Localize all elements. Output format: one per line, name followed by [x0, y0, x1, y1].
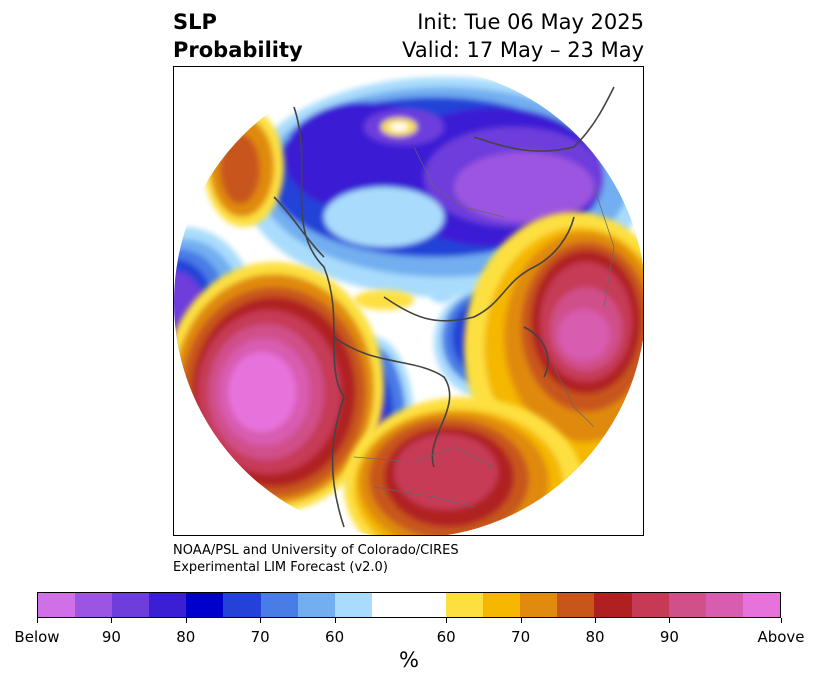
colorbar-swatch — [260, 593, 298, 617]
colorbar-swatch — [334, 593, 372, 617]
colorbar-swatch — [297, 593, 335, 617]
colorbar-tick-mark — [334, 618, 336, 623]
colorbar-swatch — [223, 593, 261, 617]
colorbar-tick-mark — [520, 618, 522, 623]
colorbar-tick-label: 90 — [659, 628, 679, 646]
colorbar-tick-label: 60 — [325, 628, 345, 646]
colorbar-tick-label: 70 — [250, 628, 270, 646]
colorbar-swatch — [408, 593, 447, 617]
colorbar-swatch — [186, 593, 224, 617]
colorbar-swatch — [483, 593, 521, 617]
colorbar-swatch — [371, 593, 409, 617]
colorbar-swatch — [149, 593, 187, 617]
title-right: Init: Tue 06 May 2025 Valid: 17 May – 23… — [402, 8, 644, 64]
colorbar-tick-label: Below — [14, 628, 60, 646]
colorbar-tick-mark — [446, 618, 448, 623]
colorbar-swatch — [520, 593, 558, 617]
colorbar-swatch — [631, 593, 669, 617]
colorbar-tick-label: 80 — [176, 628, 196, 646]
forecast-map — [173, 66, 644, 536]
colorbar-unit: % — [399, 648, 419, 672]
colorbar-tick-mark — [669, 618, 671, 623]
colorbar — [37, 592, 781, 618]
colorbar-swatch — [112, 593, 150, 617]
colorbar-swatch — [668, 593, 706, 617]
colorbar-tick-mark — [111, 618, 113, 623]
probability-field — [174, 67, 643, 535]
credit: NOAA/PSL and University of Colorado/CIRE… — [173, 542, 459, 576]
product-name: Probability — [173, 38, 303, 62]
colorbar-tick-mark — [595, 618, 596, 623]
colorbar-tick-label: 70 — [511, 628, 531, 646]
colorbar-swatch — [446, 593, 484, 617]
colorbar-swatch — [75, 593, 113, 617]
colorbar-tick-mark — [781, 618, 782, 623]
colorbar-swatch — [594, 593, 632, 617]
colorbar-tick-label: 90 — [101, 628, 121, 646]
variable-name: SLP — [173, 10, 217, 34]
colorbar-swatch — [705, 593, 743, 617]
borders — [353, 146, 615, 508]
init-date: Init: Tue 06 May 2025 — [417, 10, 644, 34]
coastlines — [273, 86, 615, 528]
colorbar-swatch — [742, 593, 780, 617]
colorbar-tick-label: 80 — [585, 628, 605, 646]
colorbar-tick-mark — [37, 618, 38, 623]
shaded-probability — [174, 67, 643, 535]
colorbar-tick-label: Above — [757, 628, 805, 646]
colorbar-swatch — [38, 593, 76, 617]
credit-line-2: Experimental LIM Forecast (v2.0) — [173, 560, 388, 575]
colorbar-tick-mark — [260, 618, 262, 623]
colorbar-tick-mark — [185, 618, 187, 623]
valid-range: Valid: 17 May – 23 May — [402, 38, 644, 62]
credit-line-1: NOAA/PSL and University of Colorado/CIRE… — [173, 543, 459, 558]
title-left: SLP Probability — [173, 8, 303, 64]
colorbar-swatch — [557, 593, 595, 617]
colorbar-tick-label: 60 — [436, 628, 456, 646]
